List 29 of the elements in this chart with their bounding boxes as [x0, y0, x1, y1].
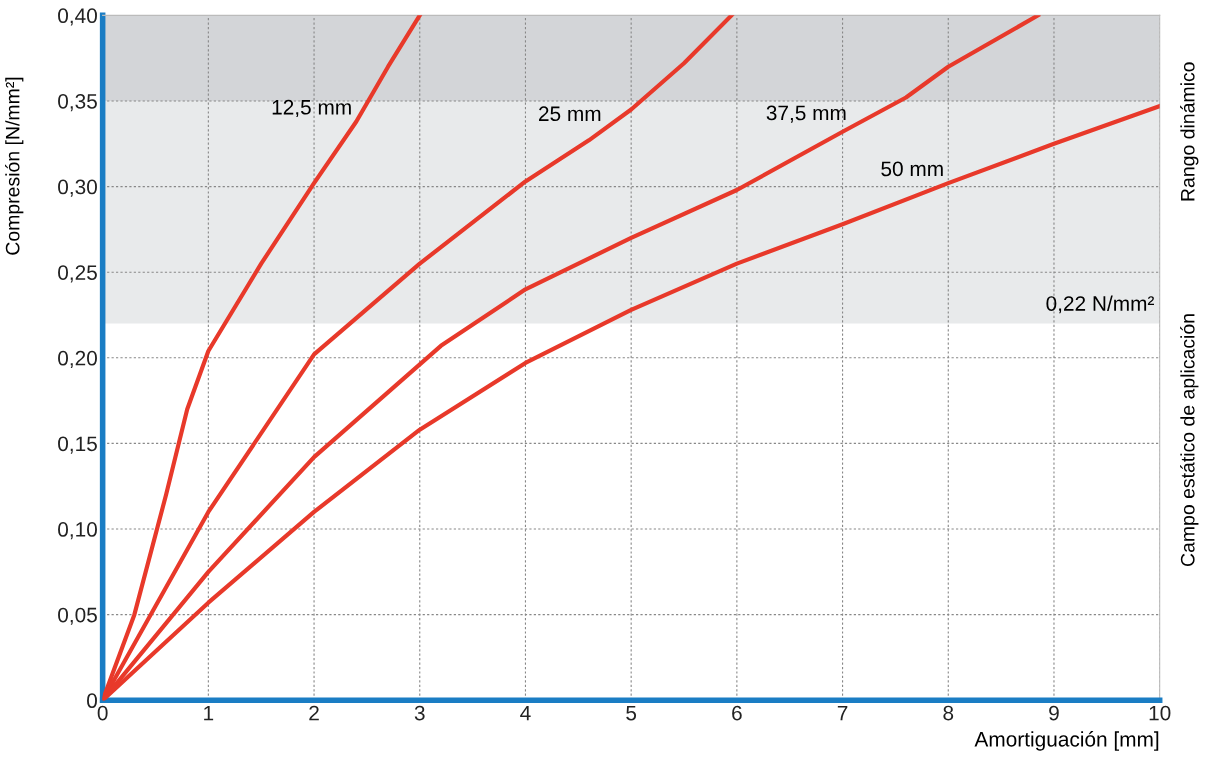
- x-tick-label: 6: [732, 705, 742, 721]
- series-label: 12,5 mm: [272, 99, 351, 118]
- series-label: 37,5 mm: [766, 105, 846, 123]
- text: Campo estático de aplicación: [1180, 314, 1199, 566]
- text: Rango dinámico: [1180, 62, 1199, 201]
- x-tick-label: 5: [626, 705, 637, 721]
- y-tick-label: 0,10: [58, 522, 97, 540]
- x-tick-label: 0: [97, 705, 108, 721]
- x-tick-label: 2: [309, 705, 319, 721]
- x-tick-label: 7: [837, 705, 848, 721]
- y-tick-label: 0,30: [58, 179, 97, 197]
- y-tick-label: 0,05: [58, 607, 97, 625]
- y-axis-title: Compresión [N/mm²]: [5, 77, 24, 255]
- x-tick-label: 9: [1049, 705, 1059, 721]
- y-tick-label: 0: [87, 693, 97, 709]
- y-tick-label: 0,35: [58, 93, 97, 112]
- y-tick-label: 0,15: [58, 436, 97, 454]
- x-tick-label: 1: [204, 705, 214, 721]
- y-tick-label: 0,20: [58, 350, 97, 369]
- series-label: 25 mm: [539, 106, 601, 122]
- x-axis-title: Amortiguación [mm]: [974, 731, 1159, 751]
- y-tick-label: 0,25: [58, 265, 97, 283]
- series-label: 50 mm: [881, 161, 943, 177]
- x-tick-label: 10: [1149, 705, 1171, 721]
- x-tick-label: 4: [520, 705, 531, 721]
- x-tick-label: 3: [414, 705, 425, 721]
- x-tick-label: 8: [943, 705, 954, 721]
- band-label: 0,22 N/mm²: [1046, 295, 1154, 314]
- y-tick-label: 0,40: [58, 8, 97, 26]
